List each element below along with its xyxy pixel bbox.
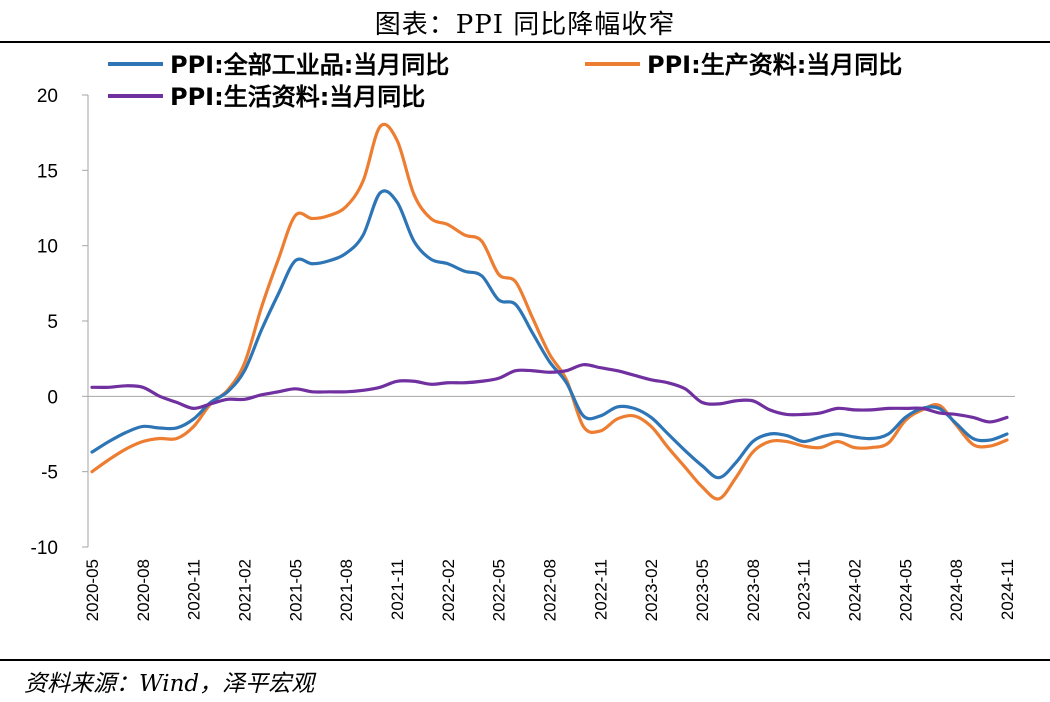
x-tick-label: 2024-02 — [846, 559, 865, 621]
series-line-2 — [90, 122, 1009, 501]
legend-label-3: PPI:生活资料:当月同比 — [170, 83, 425, 111]
y-tick-label: 10 — [37, 237, 58, 258]
series-line-1 — [90, 189, 1009, 480]
x-tick-label: 2021-11 — [388, 559, 407, 620]
x-tick-label: 2022-05 — [490, 559, 509, 621]
bottom-rule — [0, 659, 1050, 661]
x-tick-label: 2022-08 — [541, 559, 560, 621]
x-tick-label: 2022-02 — [439, 559, 458, 621]
top-rule — [0, 41, 1050, 43]
y-tick-label: -5 — [41, 463, 58, 484]
y-tick-label: -10 — [31, 538, 58, 559]
y-tick-label: 5 — [47, 312, 58, 333]
x-tick-label: 2021-02 — [236, 559, 255, 621]
chart-axes: -10 -5 0 5 10 15 20 2020-05 2020-08 2020-11 2021-0… — [31, 86, 1017, 621]
x-tick-label: 2024-05 — [896, 559, 915, 621]
y-tick-label: 20 — [37, 86, 58, 107]
x-tick-label: 2020-11 — [185, 559, 204, 620]
x-tick-label: 2023-05 — [693, 559, 712, 621]
legend-label-1: PPI:全部工业品:当月同比 — [170, 51, 449, 79]
chart-title: 图表：PPI 同比降幅收窄 — [374, 10, 676, 40]
x-tick-label: 2021-08 — [337, 559, 356, 621]
x-tick-label: 2021-05 — [286, 559, 305, 621]
y-tick-label: 15 — [37, 161, 58, 182]
legend-label-2: PPI:生产资料:当月同比 — [647, 51, 902, 79]
x-tick-label: 2023-08 — [744, 559, 763, 621]
x-tick-label: 2024-11 — [998, 559, 1017, 620]
x-tick-label: 2023-11 — [795, 559, 814, 620]
x-tick-label: 2020-05 — [83, 559, 102, 621]
ppi-line-chart: -10 -5 0 5 10 15 20 2020-05 2020-08 2020-11 2021-0… — [31, 51, 1017, 621]
y-tick-label: 0 — [47, 387, 58, 408]
chart-series-lines — [90, 122, 1009, 501]
chart-legend: PPI:全部工业品:当月同比 PPI:生产资料:当月同比 PPI:生活资料:当月同比 — [108, 51, 902, 111]
source-note: 资料来源：Wind，泽平宏观 — [24, 671, 315, 697]
x-tick-label: 2024-08 — [947, 559, 966, 621]
x-tick-label: 2023-02 — [642, 559, 661, 621]
x-tick-label: 2020-08 — [134, 559, 153, 621]
x-tick-label: 2022-11 — [591, 559, 610, 620]
series-line-3 — [90, 363, 1009, 424]
